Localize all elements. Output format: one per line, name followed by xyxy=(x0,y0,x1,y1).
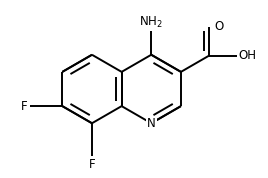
Text: OH: OH xyxy=(238,49,256,62)
Text: N: N xyxy=(147,117,156,130)
Text: O: O xyxy=(214,20,224,33)
Text: NH$_2$: NH$_2$ xyxy=(139,15,163,30)
Text: F: F xyxy=(89,158,95,171)
Text: F: F xyxy=(21,100,27,113)
